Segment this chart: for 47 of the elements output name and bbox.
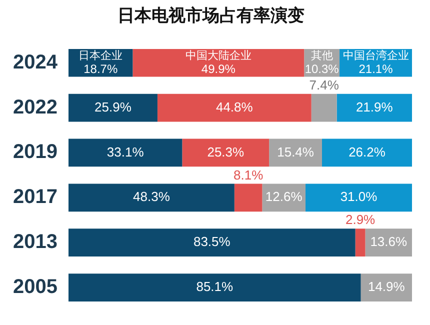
data-label: 13.6% <box>370 234 408 250</box>
data-label: 48.3% <box>133 189 170 204</box>
y-tick-label: 2005 <box>12 276 58 298</box>
bar <box>336 94 412 122</box>
y-tick-label: 2013 <box>12 231 58 254</box>
y-tick-label: 2017 <box>12 186 58 208</box>
bar <box>360 274 412 302</box>
data-label: 14.9% <box>368 279 406 294</box>
bar <box>68 274 361 302</box>
bar <box>355 228 366 257</box>
data-label: 21.9% <box>356 99 394 114</box>
data-label: 26.2% <box>348 144 386 160</box>
y-tick-label: 2022 <box>12 96 58 118</box>
data-label: 25.9% <box>94 99 132 114</box>
data-label: 18.7% <box>84 62 118 76</box>
data-label: 44.8% <box>216 99 254 114</box>
data-label: 7.4% <box>309 77 340 92</box>
series-label: 其他 <box>310 48 333 62</box>
y-tick-label: 2024 <box>12 51 58 74</box>
bar <box>306 184 412 212</box>
data-label: 25.3% <box>207 144 245 160</box>
bar <box>68 94 158 122</box>
y-tick-label: 2019 <box>12 141 58 164</box>
data-label: 8.1% <box>234 167 264 182</box>
bar <box>234 184 262 212</box>
data-label: 15.4% <box>277 144 314 160</box>
data-label: 12.6% <box>265 189 303 204</box>
series-label: 日本企业 <box>78 48 123 62</box>
bar <box>132 48 304 77</box>
data-label: 49.9% <box>201 62 236 76</box>
data-label: 83.5% <box>193 234 231 250</box>
data-label: 31.0% <box>340 189 378 204</box>
bar <box>68 228 356 257</box>
bar <box>322 138 412 167</box>
series-label: 中国台湾企业 <box>342 48 409 62</box>
bar <box>68 138 182 167</box>
bar <box>68 184 234 212</box>
series-label: 中国大陆企业 <box>185 48 252 62</box>
data-label: 21.1% <box>358 62 394 76</box>
bar <box>182 138 270 167</box>
bar <box>157 94 312 122</box>
data-label: 85.1% <box>196 279 234 294</box>
data-label: 10.3% <box>304 62 340 76</box>
data-label: 33.1% <box>106 144 144 160</box>
bar <box>311 94 337 122</box>
chart-title: 日本电视市场占有率演变 <box>118 6 304 25</box>
data-label: 2.9% <box>345 212 376 228</box>
